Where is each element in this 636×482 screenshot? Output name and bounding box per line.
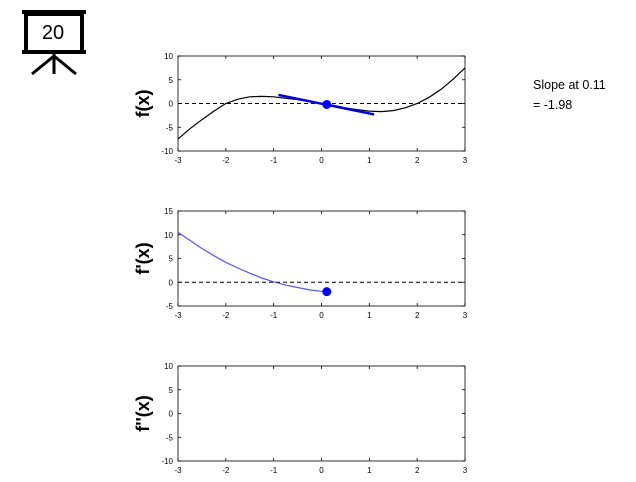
- slope-annotation-line2: = -1.98: [533, 98, 573, 112]
- x-tick-label: 3: [463, 311, 468, 320]
- current-point-marker: [322, 99, 332, 109]
- presentation-board-icon: [22, 10, 86, 76]
- plot-frame: [177, 365, 466, 462]
- curve-line: [177, 231, 327, 293]
- y-tick-label: 15: [164, 207, 173, 216]
- current-point-marker: [322, 287, 332, 297]
- x-tick-label: -3: [174, 156, 182, 165]
- y-tick-label: 5: [169, 76, 174, 85]
- x-tick-label: 0: [319, 466, 324, 475]
- x-tick-label: 2: [415, 466, 420, 475]
- y-tick-label: 5: [169, 255, 174, 264]
- fprime-panel: -3 -2 -1 0 1 2 3 -5 0 5 10 15 f'(x): [133, 207, 468, 320]
- slope-annotation: Slope at 0.11 = -1.98: [533, 75, 606, 115]
- slide-number: 20: [41, 22, 65, 44]
- slope-annotation-line1: Slope at 0.11: [533, 78, 606, 92]
- x-tick-label: -3: [174, 311, 182, 320]
- x-tick-label: 1: [367, 156, 372, 165]
- x-tick-label: 1: [367, 466, 372, 475]
- x-tick-label: 2: [415, 311, 420, 320]
- x-tick-label: 0: [319, 311, 324, 320]
- y-tick-label: 10: [164, 52, 173, 61]
- x-tick-label: -1: [270, 466, 278, 475]
- x-tick-label: 0: [319, 156, 324, 165]
- x-tick-label: 1: [367, 311, 372, 320]
- y-tick-label: 0: [169, 410, 174, 419]
- plot-frame: [177, 210, 466, 307]
- y-tick-label: 10: [164, 362, 173, 371]
- x-tick-label: -1: [270, 156, 278, 165]
- y-tick-label: 0: [169, 100, 174, 109]
- y-tick-label: -10: [161, 457, 173, 466]
- y-tick-label: 5: [169, 386, 174, 395]
- y-tick-label: -10: [161, 147, 173, 156]
- x-tick-label: 3: [463, 156, 468, 165]
- x-tick-label: -1: [270, 311, 278, 320]
- x-tick-label: -2: [222, 311, 230, 320]
- y-axis-label: f'(x): [133, 242, 153, 274]
- y-axis-label: f(x): [133, 90, 153, 118]
- y-axis-label: f''(x): [133, 395, 153, 432]
- x-tick-label: 2: [415, 156, 420, 165]
- y-tick-label: -5: [166, 123, 174, 132]
- y-tick-label: -5: [166, 302, 174, 311]
- x-tick-label: 3: [463, 466, 468, 475]
- y-tick-label: 10: [164, 231, 173, 240]
- x-tick-label: -2: [222, 466, 230, 475]
- y-tick-label: 0: [169, 278, 174, 287]
- y-tick-label: -5: [166, 433, 174, 442]
- x-tick-label: -2: [222, 156, 230, 165]
- x-tick-label: -3: [174, 466, 182, 475]
